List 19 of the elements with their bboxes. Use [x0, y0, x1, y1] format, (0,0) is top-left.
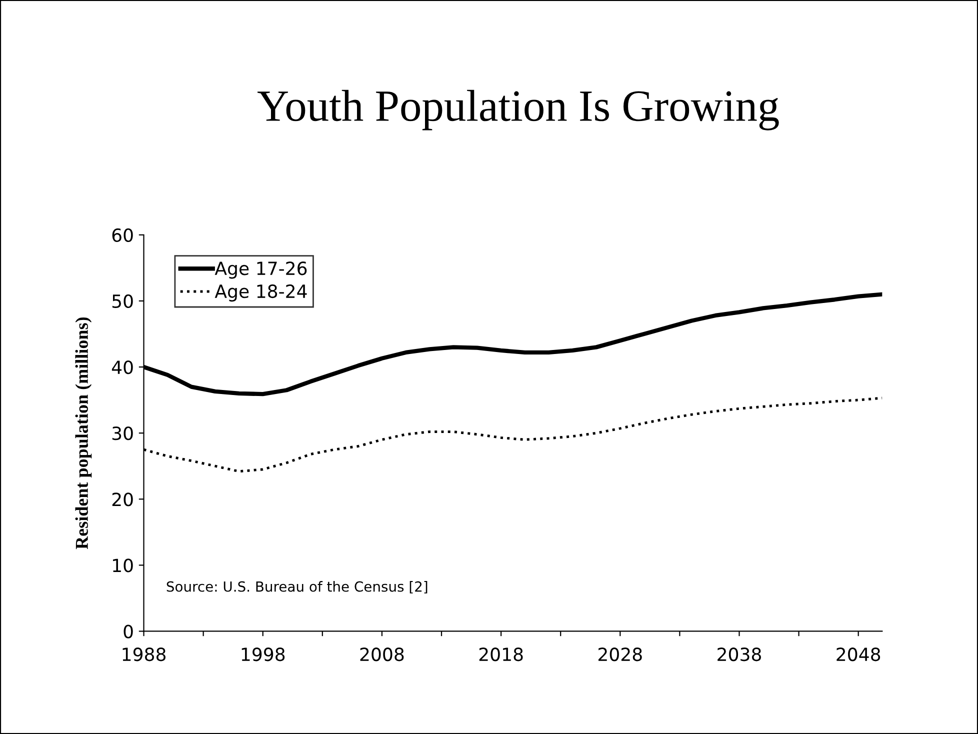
y-tick-label: 30 [112, 426, 133, 440]
y-tick-label: 10 [113, 558, 133, 572]
x-tick-label: 2028 [598, 648, 642, 662]
x-tick-label: 2018 [479, 648, 523, 662]
chart-title: Youth Population Is Growing [257, 90, 779, 130]
x-tick-label: 2048 [836, 648, 880, 662]
x-tick-label: 1998 [242, 648, 285, 662]
y-tick-label: 20 [112, 492, 133, 506]
legend-label: Age 18-24 [214, 284, 307, 302]
x-tick-label: 2038 [718, 648, 761, 662]
x-tick-label: 1988 [122, 648, 166, 662]
legend-label: Age 17-26 [214, 262, 307, 279]
y-tick-label: 60 [112, 228, 133, 242]
y-tick-label: 0 [124, 624, 133, 638]
y-tick-label: 40 [112, 360, 133, 374]
annotation: Source: U.S. Bureau of the Census [2] [166, 581, 428, 594]
y-axis-title: Resident population (millions) [75, 317, 92, 550]
x-tick-label: 2008 [360, 648, 404, 662]
y-tick-label: 50 [112, 294, 133, 308]
